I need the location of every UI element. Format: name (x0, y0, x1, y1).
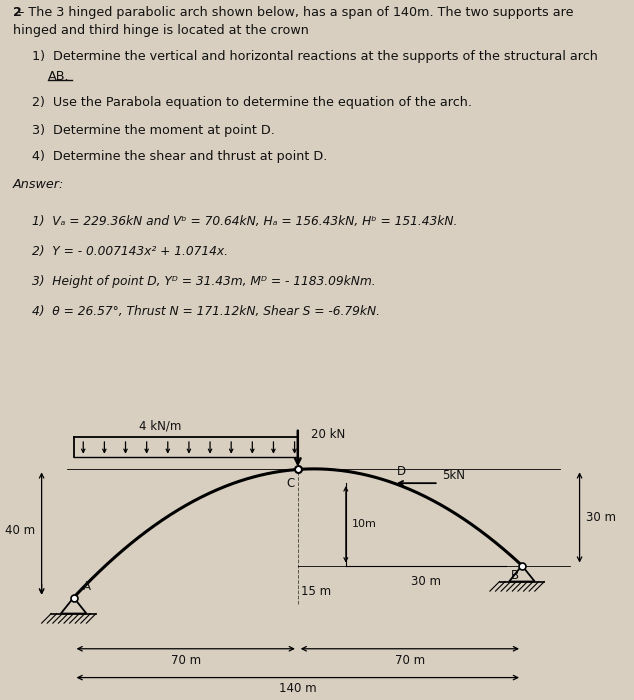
Text: hinged and third hinge is located at the crown: hinged and third hinge is located at the… (13, 24, 309, 37)
Text: Answer:: Answer: (13, 178, 64, 190)
Text: AB.: AB. (48, 70, 69, 83)
Text: 3)  Height of point D, Yᴰ = 31.43m, Mᴰ = - 1183.09kNm.: 3) Height of point D, Yᴰ = 31.43m, Mᴰ = … (32, 275, 375, 288)
Text: – The 3 hinged parabolic arch shown below, has a span of 140m. The two supports : – The 3 hinged parabolic arch shown belo… (18, 6, 573, 19)
Text: 10m: 10m (353, 519, 377, 529)
Text: A: A (83, 580, 91, 593)
Text: C: C (287, 477, 295, 491)
Text: D: D (397, 466, 406, 478)
Text: 5kN: 5kN (442, 468, 465, 482)
Text: 70 m: 70 m (395, 654, 425, 666)
Text: 40 m: 40 m (5, 524, 36, 537)
Text: 1)  Determine the vertical and horizontal reactions at the supports of the struc: 1) Determine the vertical and horizontal… (32, 50, 598, 63)
Text: 30 m: 30 m (411, 575, 441, 588)
Text: 140 m: 140 m (279, 682, 316, 695)
Text: 2)  Use the Parabola equation to determine the equation of the arch.: 2) Use the Parabola equation to determin… (32, 96, 472, 108)
Text: 2)  Y = - 0.007143x² + 1.0714x.: 2) Y = - 0.007143x² + 1.0714x. (32, 246, 228, 258)
Text: 2: 2 (13, 6, 22, 19)
Text: 70 m: 70 m (171, 654, 201, 666)
Text: B: B (510, 568, 519, 582)
Text: 15 m: 15 m (301, 584, 331, 598)
Text: 4)  θ = 26.57°, Thrust N = 171.12kN, Shear S = -6.79kN.: 4) θ = 26.57°, Thrust N = 171.12kN, Shea… (32, 305, 380, 318)
Text: 3)  Determine the moment at point D.: 3) Determine the moment at point D. (32, 124, 275, 136)
Text: 4 kN/m: 4 kN/m (139, 419, 181, 433)
Text: 1)  Vₐ = 229.36kN and Vᵇ = 70.64kN, Hₐ = 156.43kN, Hᵇ = 151.43kN.: 1) Vₐ = 229.36kN and Vᵇ = 70.64kN, Hₐ = … (32, 216, 457, 228)
Text: 20 kN: 20 kN (311, 428, 345, 441)
Text: 30 m: 30 m (586, 511, 616, 524)
Text: 4)  Determine the shear and thrust at point D.: 4) Determine the shear and thrust at poi… (32, 150, 327, 162)
